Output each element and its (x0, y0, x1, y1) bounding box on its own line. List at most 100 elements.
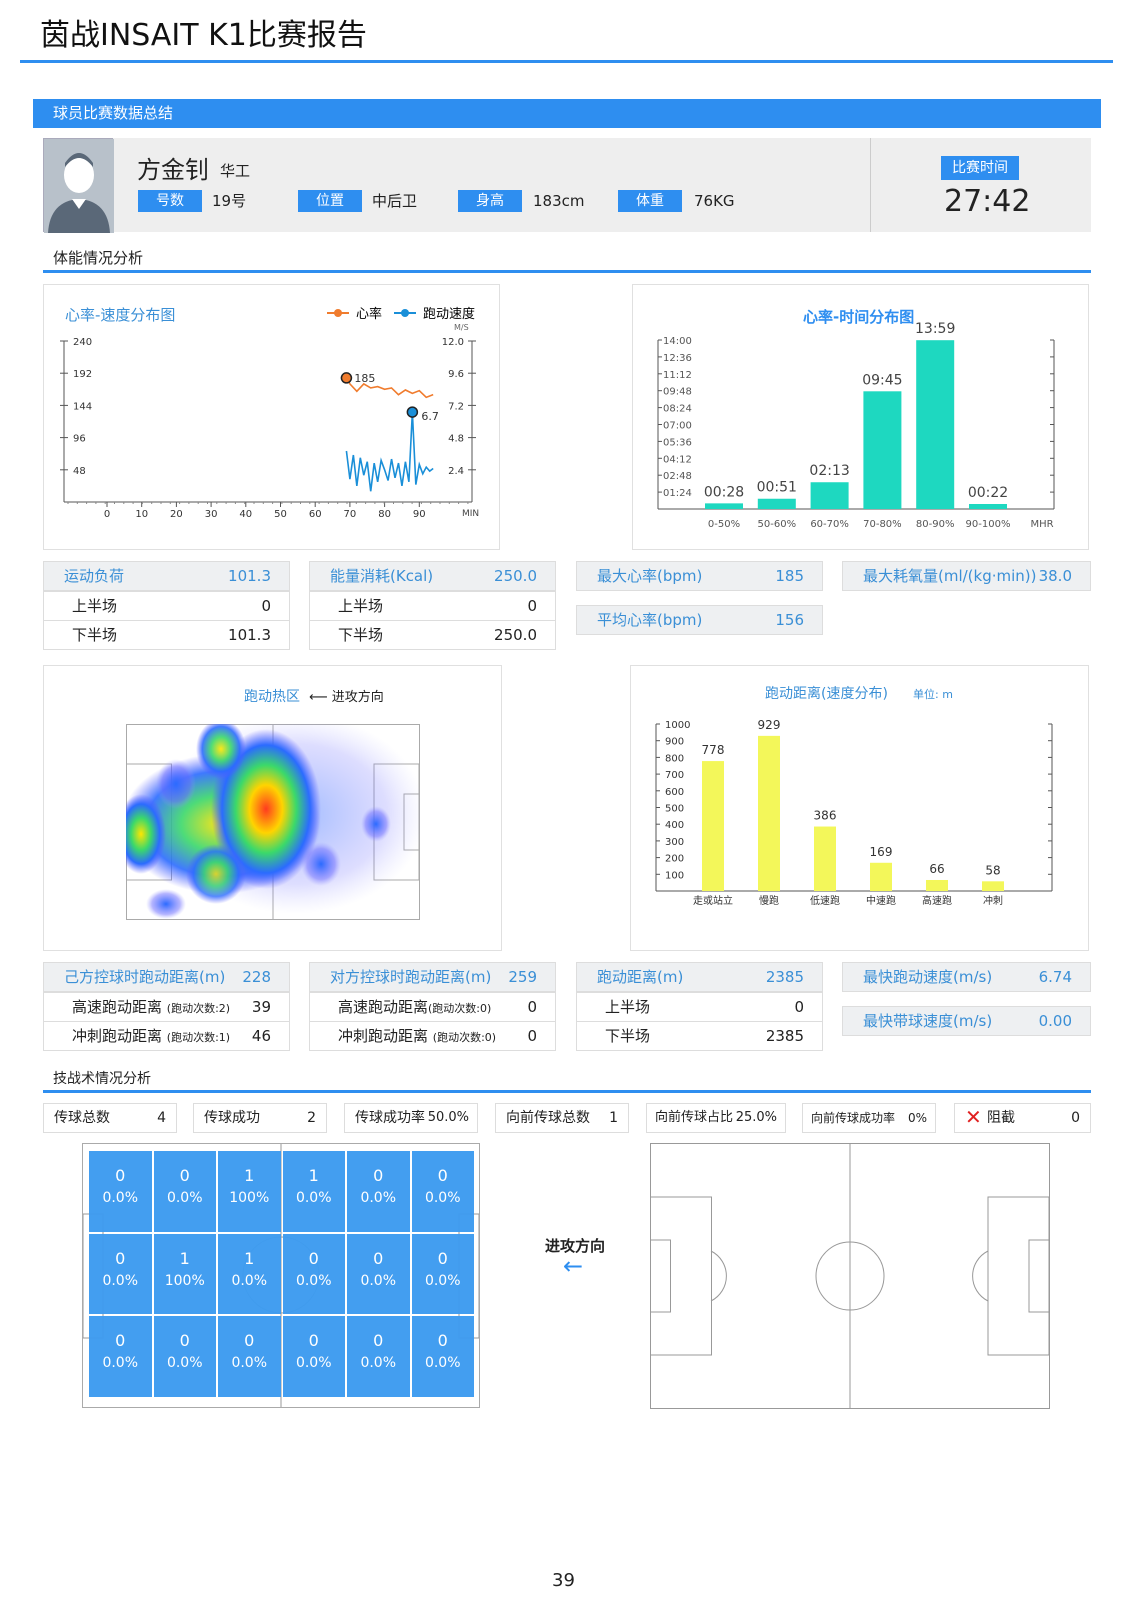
run-dist-bar-label: 169 (870, 845, 893, 859)
right-tick-label: 2.4 (448, 466, 464, 477)
pass-zone-rate: 0.0% (424, 1190, 461, 1206)
pass-zone-count: 0 (373, 1248, 384, 1268)
pass-zone-pitch: 0 0.0% 0 0.0% 1 100% 1 0.0% 0 0.0% 0 0.0% 0 0.0% 1 100%… (82, 1143, 480, 1408)
own-poss-value: 228 (242, 968, 271, 986)
skill-section-title: 技战术情况分析 (53, 1071, 151, 1087)
hr-time-bar-label: 00:22 (968, 485, 1008, 501)
speed-peak-marker (406, 406, 419, 418)
run-dist-x-label: 高速跑 (922, 894, 952, 907)
skill-divider (43, 1090, 1091, 1093)
pass-zone-count: 0 (244, 1331, 255, 1350)
y-tick-label: 100 (665, 870, 684, 881)
height-value: 183cm (533, 192, 585, 210)
skill-fwd-success-label: 向前传球成功率 (811, 1111, 896, 1125)
pass-zone-count: 0 (115, 1248, 126, 1268)
heat-blob (196, 724, 246, 779)
hr-time-bar-label: 00:51 (757, 480, 797, 496)
opp-hs-count: (跑动次数:0) (428, 1002, 492, 1015)
run-h1-value: 0 (794, 998, 804, 1016)
hr-time-bar-label: 09:45 (862, 372, 902, 388)
right-tick-label: 7.2 (448, 401, 464, 412)
y-tick-label: 700 (665, 770, 684, 781)
run-dist-chart: 跑动距离(速度分布) 单位: m 1000 900 800 700 600 500 400 3… (655, 685, 1053, 907)
pass-zone-count: 0 (437, 1331, 448, 1350)
pass-zone-rate: 100% (229, 1190, 270, 1206)
run-dist-x-label: 中速跑 (866, 894, 896, 907)
left-tick-label: 48 (73, 466, 86, 477)
energy-value: 250.0 (494, 567, 537, 585)
run-dist-bar-label: 929 (758, 718, 781, 732)
opp-sp-value: 0 (527, 1027, 537, 1045)
load-value: 101.3 (228, 567, 271, 585)
pass-zone-cell: 1 0.0% (218, 1233, 281, 1314)
y-tick-label: 800 (665, 753, 684, 764)
skill-pass-total: 传球总数 4 (43, 1103, 177, 1133)
skill-pass-success-label: 传球成功 (204, 1110, 260, 1126)
opp-poss-value: 259 (508, 968, 537, 986)
hr-speed-chart: 心率-速度分布图 心率 跑动速度 M/S MIN 240 192 144 96 48 12… (60, 306, 479, 520)
run-h2-label: 下半场 (605, 1027, 651, 1045)
pass-zone-count: 0 (437, 1166, 448, 1185)
own-hs-label: 高速跑动距离 (跑动次数:2) (72, 993, 230, 1023)
skill-pass-success: 传球成功 2 (193, 1103, 327, 1133)
heat-blob (186, 844, 246, 904)
hr-time-x-label: 80-90% (916, 519, 955, 530)
left-tick-label: 240 (73, 337, 92, 348)
y-tick-label: 500 (665, 804, 684, 815)
pass-zone-rate: 0.0% (166, 1355, 203, 1371)
energy-h2-row: 下半场 250.0 (309, 620, 556, 650)
pass-zone-cell: 0 0.0% (347, 1316, 410, 1397)
x-tick-label: 40 (239, 509, 252, 520)
pass-zone-rate: 0.0% (360, 1355, 397, 1371)
y-tick-label: 11:12 (663, 370, 692, 381)
run-dist-x-label: 走或站立 (693, 894, 733, 907)
pass-zone-cell: 0 0.0% (347, 1233, 410, 1314)
pass-zone-cell: 0 0.0% (411, 1233, 474, 1314)
hr-time-panel: 心率-时间分布图 14:00 12:36 11:12 09:48 08:24 07:00 0… (632, 284, 1089, 550)
avg-hr-value: 156 (775, 611, 804, 629)
pass-zone-count: 0 (179, 1166, 190, 1185)
pass-zone-count: 0 (179, 1331, 190, 1350)
opp-sp-label: 冲刺跑动距离 (跑动次数:0) (338, 1022, 496, 1052)
y-tick-label: 07:00 (663, 421, 692, 432)
attack-direction-label: 进攻方向 (545, 1237, 606, 1255)
run-dist-bar (814, 826, 836, 891)
run-dist-bar (926, 879, 948, 891)
energy-h1-value: 0 (527, 597, 537, 615)
run-h2-value: 2385 (765, 1027, 804, 1045)
x-tick-label: 60 (309, 509, 322, 520)
skill-tackle: ✕ 阻截 0 (954, 1103, 1091, 1133)
pass-zone-count: 1 (244, 1248, 255, 1268)
hr-time-bar (916, 340, 955, 509)
pass-zone-count: 0 (308, 1248, 319, 1268)
skill-fwd-total-label: 向前传球总数 (506, 1110, 590, 1126)
player-name: 方金钊 (137, 156, 209, 184)
avg-hr-row: 平均心率(bpm) 156 (576, 605, 823, 635)
opp-poss-header: 对方控球时跑动距离(m) 259 (309, 962, 556, 992)
heat-blob (146, 889, 186, 919)
fastest-run-row: 最快跑动速度(m/s) 6.74 (842, 962, 1091, 992)
pass-zone-cell: 0 0.0% (282, 1233, 345, 1314)
fastest-run-value: 6.74 (1038, 968, 1072, 986)
pass-zone-cell: 0 0.0% (282, 1316, 345, 1397)
y-tick-label: 600 (665, 787, 684, 798)
pass-zone-rate: 0.0% (360, 1272, 397, 1289)
opp-hs-value: 0 (527, 998, 537, 1016)
y-tick-label: 300 (665, 837, 684, 848)
pass-zone-rate: 0.0% (295, 1272, 332, 1289)
opp-sp-count: (跑动次数:0) (432, 1031, 497, 1044)
pass-zone-cell: 0 0.0% (411, 1316, 474, 1397)
hr-time-bar-label: 13:59 (915, 321, 955, 337)
load-h2-row: 下半场 101.3 (43, 620, 290, 650)
own-sp-text: 冲刺跑动距离 (72, 1027, 163, 1045)
max-hr-label: 最大心率(bpm) (597, 567, 703, 585)
x-tick-label: 70 (344, 509, 357, 520)
fastest-dribble-row: 最快带球速度(m/s) 0.00 (842, 1006, 1091, 1036)
run-dist-value: 2385 (765, 968, 804, 986)
hr-time-x-unit: MHR (1030, 519, 1053, 530)
run-h1-row: 上半场 0 (576, 992, 823, 1022)
energy-h2-value: 250.0 (494, 626, 537, 644)
legend-hr-marker (334, 309, 342, 317)
y-tick-label: 12:36 (663, 353, 692, 364)
pass-zone-cell: 1 100% (153, 1233, 216, 1314)
